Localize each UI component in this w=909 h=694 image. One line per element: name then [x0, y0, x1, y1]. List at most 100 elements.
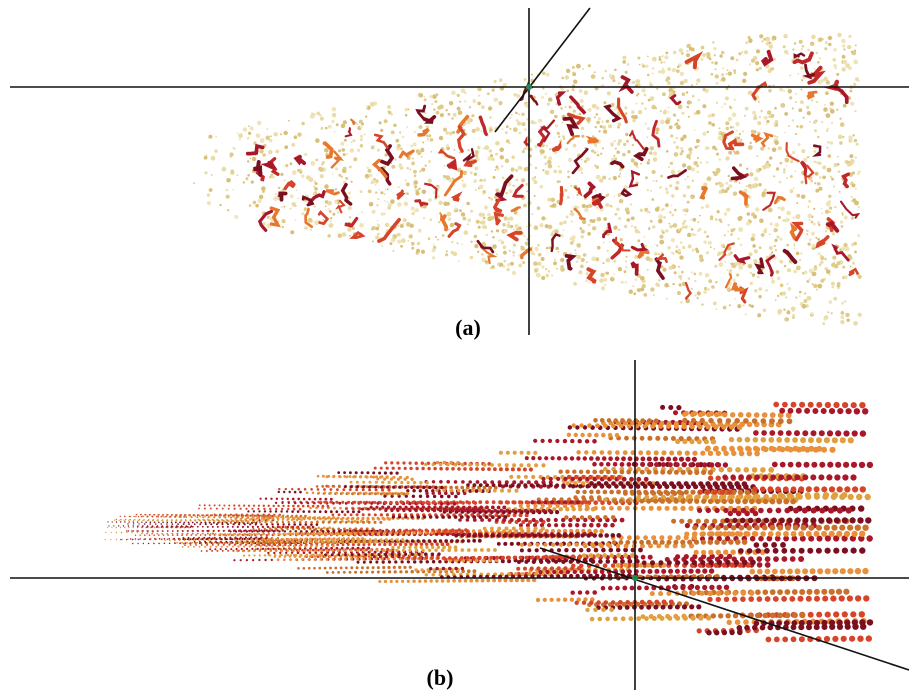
- particle: [401, 548, 406, 553]
- particle: [422, 115, 437, 124]
- particle: [854, 567, 862, 575]
- particle: [262, 222, 266, 226]
- particle: [571, 88, 575, 92]
- particle: [667, 110, 670, 113]
- particle: [841, 67, 846, 72]
- particle: [812, 446, 819, 453]
- particle: [286, 549, 289, 552]
- particle: [687, 244, 692, 249]
- particle: [460, 515, 464, 519]
- particle: [198, 504, 201, 507]
- particle: [831, 281, 835, 286]
- particle: [750, 304, 754, 308]
- particle: [703, 230, 707, 234]
- particle: [652, 179, 655, 182]
- particle: [232, 523, 235, 526]
- particle: [750, 236, 755, 242]
- particle: [659, 456, 665, 462]
- particle: [806, 107, 809, 110]
- particle: [411, 501, 415, 505]
- particle: [394, 560, 398, 564]
- particle: [564, 254, 577, 271]
- particle: [203, 155, 208, 160]
- particle: [738, 227, 744, 232]
- particle: [601, 456, 607, 461]
- particle: [544, 170, 550, 176]
- particle: [365, 174, 369, 177]
- particle: [599, 528, 604, 534]
- particle: [134, 519, 136, 521]
- particle: [664, 187, 668, 191]
- particle: [841, 246, 846, 252]
- particle: [801, 194, 806, 199]
- particle: [592, 469, 597, 475]
- particle: [779, 237, 783, 241]
- particle: [652, 225, 656, 229]
- particle: [734, 619, 741, 625]
- particle: [562, 438, 568, 444]
- particle: [310, 530, 314, 533]
- particle: [319, 547, 323, 550]
- particle: [478, 115, 488, 136]
- particle: [434, 485, 438, 490]
- particle: [743, 467, 750, 473]
- particle: [617, 193, 622, 197]
- particle: [718, 127, 721, 130]
- particle: [531, 456, 536, 461]
- particle: [221, 549, 224, 552]
- particle: [362, 549, 366, 553]
- particle: [729, 251, 733, 255]
- particle: [696, 291, 701, 296]
- particle: [626, 423, 632, 429]
- particle: [726, 137, 728, 139]
- particle: [837, 32, 842, 38]
- particle: [640, 505, 646, 511]
- particle: [315, 523, 319, 526]
- particle: [392, 565, 396, 570]
- particle: [547, 270, 551, 273]
- particle: [221, 166, 227, 172]
- particle: [759, 34, 764, 39]
- particle: [503, 541, 508, 546]
- particle: [266, 128, 269, 130]
- particle: [801, 79, 804, 82]
- particle: [392, 250, 395, 252]
- particle: [166, 523, 168, 525]
- particle: [640, 462, 646, 467]
- particle: [843, 461, 850, 468]
- particle: [394, 158, 397, 161]
- particle: [623, 224, 628, 229]
- particle: [815, 288, 819, 291]
- particle: [600, 192, 603, 195]
- particle: [799, 589, 806, 595]
- particle: [823, 317, 827, 321]
- particle: [291, 510, 294, 513]
- particle: [335, 501, 339, 504]
- particle: [723, 549, 729, 555]
- particle: [573, 432, 578, 438]
- particle: [343, 513, 347, 517]
- particle: [268, 149, 273, 155]
- particle: [807, 242, 811, 246]
- particle: [610, 142, 614, 146]
- particle: [230, 518, 233, 521]
- particle: [555, 124, 558, 128]
- particle: [503, 117, 505, 119]
- particle: [127, 538, 129, 540]
- particle: [672, 113, 677, 117]
- particle: [297, 132, 302, 137]
- particle: [833, 611, 840, 618]
- particle: [240, 547, 243, 551]
- particle: [696, 78, 701, 83]
- particle: [386, 547, 390, 552]
- particle: [616, 150, 620, 154]
- particle: [730, 412, 736, 418]
- particle: [714, 264, 718, 268]
- particle: [710, 494, 717, 501]
- particle: [683, 489, 689, 495]
- particle: [762, 589, 769, 595]
- particle: [828, 588, 835, 595]
- particle: [298, 547, 302, 550]
- particle: [579, 98, 584, 104]
- particle: [606, 250, 609, 252]
